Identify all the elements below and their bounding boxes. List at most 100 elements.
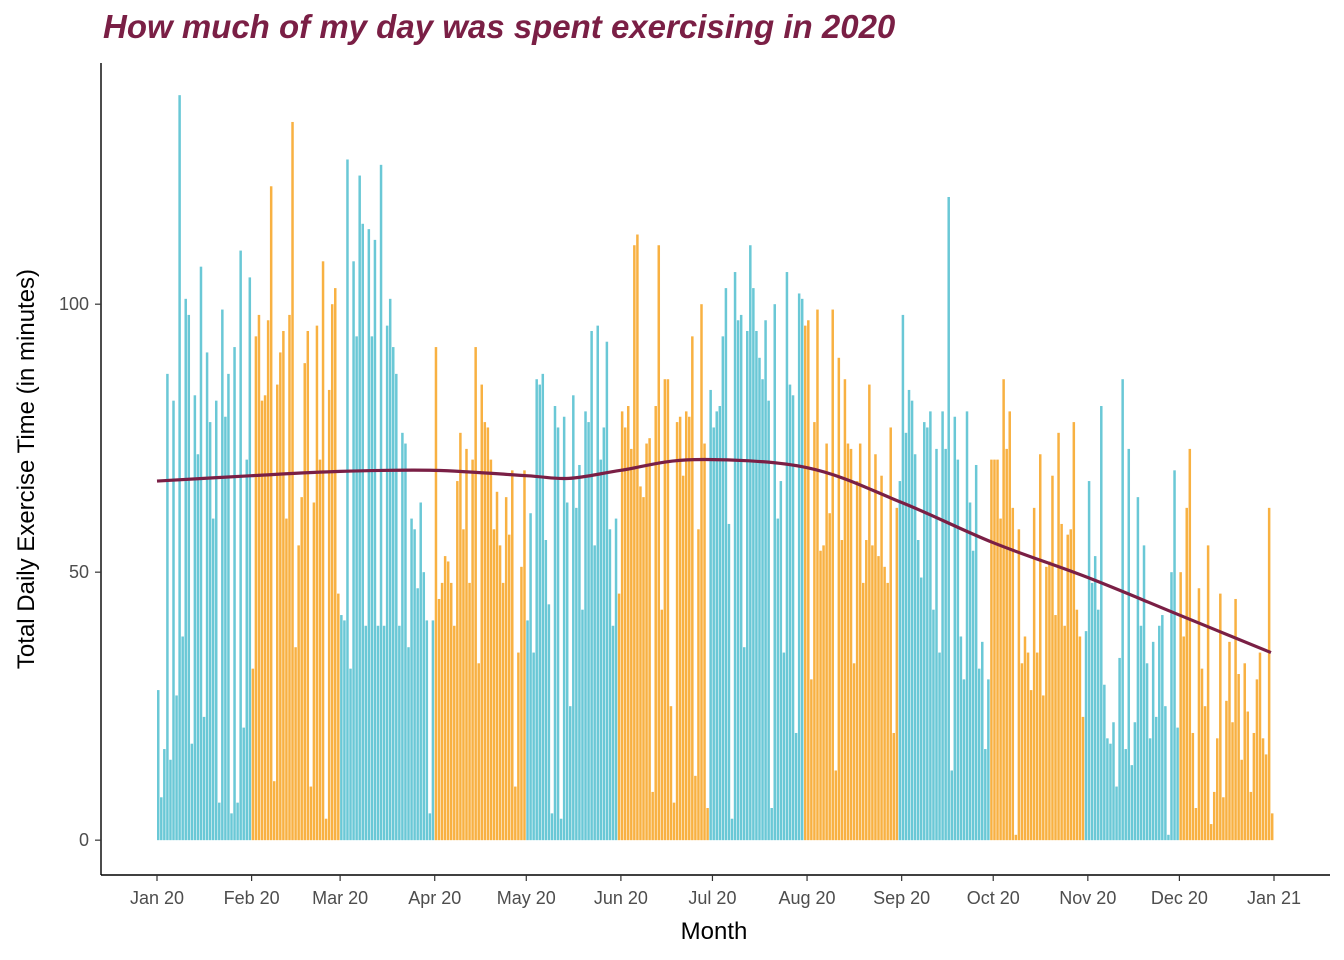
bar-jan-26 (233, 347, 236, 841)
bar-dec-30 (1267, 507, 1271, 841)
bar-jul-27 (788, 384, 792, 841)
bar-nov-22 (1148, 738, 1152, 841)
bar-apr-10 (462, 529, 465, 841)
bar-may-29 (611, 625, 615, 841)
bar-aug-13 (840, 540, 844, 841)
bar-dec-28 (1261, 738, 1265, 841)
bar-dec-24 (1249, 791, 1253, 841)
bar-jan-23 (224, 416, 227, 841)
bar-nov-29 (1170, 572, 1173, 841)
bar-may-8 (547, 604, 551, 841)
bar-mar-12 (373, 239, 377, 841)
bar-oct-4 (999, 518, 1002, 841)
bar-nov-21 (1145, 663, 1149, 841)
bar-may-25 (599, 459, 603, 841)
bar-apr-28 (517, 652, 520, 841)
y-axis-title: Total Daily Exercise Time (in minutes) (13, 269, 40, 669)
bar-may-18 (578, 464, 581, 841)
bar-oct-3 (996, 459, 999, 841)
bar-sep-4 (907, 389, 911, 841)
bar-apr-1 (434, 347, 438, 841)
bar-may-27 (605, 341, 609, 841)
bar-dec-3 (1185, 507, 1188, 841)
bar-feb-17 (300, 497, 303, 841)
bar-may-19 (581, 609, 584, 841)
bar-nov-7 (1103, 684, 1106, 841)
bar-oct-13 (1026, 652, 1030, 841)
bar-sep-29 (984, 749, 987, 841)
x-tick-label: Aug 20 (779, 888, 836, 908)
x-tick-label: Sep 20 (873, 888, 930, 908)
bar-mar-3 (346, 159, 349, 841)
bar-oct-26 (1066, 534, 1069, 841)
bar-mar-27 (419, 502, 422, 841)
bar-jun-18 (669, 706, 673, 841)
bar-feb-19 (306, 330, 310, 841)
bar-jan-31 (248, 277, 252, 841)
bar-jan-4 (166, 373, 169, 841)
bar-jul-19 (764, 320, 767, 841)
bar-may-24 (596, 325, 599, 841)
bar-oct-16 (1035, 652, 1039, 841)
x-ticks: Jan 20 Feb 20 Mar 20 Apr 20 May 20 Jun 20 Jul … (130, 875, 1301, 908)
x-tick-label: Apr 20 (408, 888, 461, 908)
bar-jan-28 (239, 250, 242, 841)
x-tick-label: Jan 20 (130, 888, 184, 908)
bar-dec-7 (1197, 588, 1201, 841)
bar-apr-16 (480, 384, 483, 841)
bar-jan-7 (175, 695, 178, 841)
bar-apr-9 (459, 432, 462, 841)
bar-dec-22 (1243, 663, 1246, 841)
y-tick-label: 50 (69, 562, 89, 582)
bar-mar-1 (340, 615, 343, 841)
bar-apr-26 (511, 470, 514, 841)
x-tick-label: Jan 21 (1247, 888, 1301, 908)
bar-sep-24 (968, 502, 972, 841)
bar-jan-6 (172, 400, 175, 841)
bar-jan-8 (178, 95, 181, 841)
bar-jan-29 (242, 727, 245, 841)
bar-sep-3 (904, 432, 908, 841)
bar-may-4 (535, 379, 538, 841)
bar-apr-15 (477, 663, 480, 841)
bar-oct-1 (990, 459, 993, 841)
bar-nov-30 (1173, 470, 1176, 841)
bar-jul-17 (758, 357, 761, 841)
bar-sep-8 (919, 577, 923, 841)
bar-sep-21 (959, 636, 963, 841)
bar-aug-23 (871, 545, 874, 841)
bar-mar-31 (431, 620, 435, 841)
bar-oct-29 (1075, 609, 1079, 841)
bar-feb-28 (334, 288, 337, 841)
bar-apr-27 (514, 786, 517, 841)
bar-jan-1 (157, 690, 160, 841)
bar-sep-26 (974, 464, 978, 841)
bar-mar-25 (413, 529, 416, 841)
bar-jan-9 (181, 636, 184, 841)
bar-jun-12 (651, 791, 654, 841)
bar-may-20 (584, 411, 587, 841)
bar-jun-4 (626, 406, 630, 841)
bar-jul-23 (776, 518, 780, 841)
chart-title: How much of my day was spent exercising … (103, 8, 896, 45)
bar-sep-17 (947, 196, 950, 841)
bar-feb-4 (260, 400, 264, 841)
bar-jul-10 (736, 320, 740, 841)
bar-jul-4 (718, 406, 722, 841)
bar-oct-8 (1011, 507, 1015, 841)
bar-sep-1 (898, 481, 902, 841)
bar-jul-12 (742, 647, 746, 841)
bar-feb-2 (254, 336, 258, 841)
bar-may-7 (544, 540, 548, 841)
bar-may-22 (590, 330, 593, 841)
axes (100, 63, 1330, 876)
bar-feb-23 (318, 459, 322, 841)
bar-jan-22 (221, 309, 224, 841)
bar-dec-4 (1188, 448, 1192, 841)
bar-apr-30 (523, 470, 526, 841)
bar-aug-1 (804, 325, 807, 841)
bar-sep-30 (987, 679, 990, 841)
bar-apr-21 (495, 491, 499, 841)
bar-dec-21 (1240, 759, 1243, 841)
bar-oct-7 (1008, 411, 1011, 841)
